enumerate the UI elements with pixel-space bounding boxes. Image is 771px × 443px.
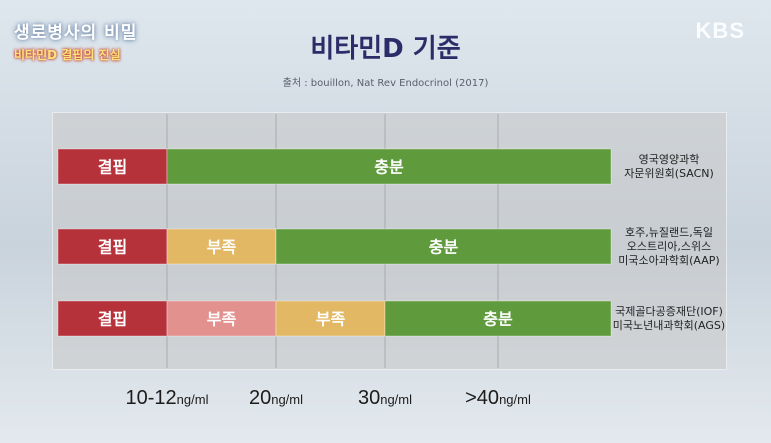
program-title: 생로병사의 비밀	[14, 23, 138, 43]
bar-segment-label: 충분	[374, 158, 404, 177]
bar-segment-label: 부족	[207, 310, 237, 329]
bar-segment	[384, 300, 612, 337]
x-tick-label: 10-12ng/ml	[126, 387, 209, 409]
chart-title: 비타민D 기준	[310, 34, 461, 64]
reference-line: 국제골다공증재단(IOF)	[615, 304, 723, 318]
reference-line: 호주,뉴질랜드,독일	[625, 225, 713, 239]
x-tick-label: >40ng/ml	[465, 387, 531, 409]
bar-segment-label: 충분	[429, 238, 459, 257]
bar-segment-label: 충분	[483, 310, 513, 329]
reference-line: 오스트리아,스위스	[626, 239, 712, 253]
bar-segment	[166, 228, 277, 265]
bar-segment	[275, 228, 612, 265]
bar-segment	[275, 300, 386, 337]
episode-title: 비타민D 결핍의 진실	[14, 48, 121, 62]
bar-segment-label: 결핍	[98, 158, 127, 177]
reference-line: 미국소아과학회(AAP)	[618, 253, 720, 267]
bar-segment-label: 결핍	[98, 238, 127, 257]
reference-line: 영국영양과학	[638, 152, 700, 166]
x-tick-label: 30ng/ml	[358, 387, 412, 409]
broadcaster-logo: KBS	[695, 18, 745, 43]
bar-segment-label: 부족	[316, 310, 346, 329]
bar-segment	[166, 148, 612, 185]
reference-label: 국제골다공증재단(IOF) 미국노년내과학회(AGS)	[594, 305, 744, 333]
reference-label: 호주,뉴질랜드,독일 오스트리아,스위스 미국소아과학회(AAP)	[594, 226, 744, 268]
reference-line: 자문위원회(SACN)	[624, 166, 714, 180]
x-tick-label: 20ng/ml	[249, 387, 303, 409]
reference-label: 영국영양과학 자문위원회(SACN)	[594, 153, 744, 181]
chart-source: 출처 : bouillon, Nat Rev Endocrinol (2017)	[282, 78, 489, 89]
bar-segment	[57, 300, 168, 337]
bar-segment-label: 결핍	[98, 310, 127, 329]
program-logo: 생로병사의 비밀 비타민D 결핍의 진실	[14, 18, 154, 63]
reference-line: 미국노년내과학회(AGS)	[612, 318, 726, 332]
bar-segment-label: 부족	[207, 238, 237, 257]
